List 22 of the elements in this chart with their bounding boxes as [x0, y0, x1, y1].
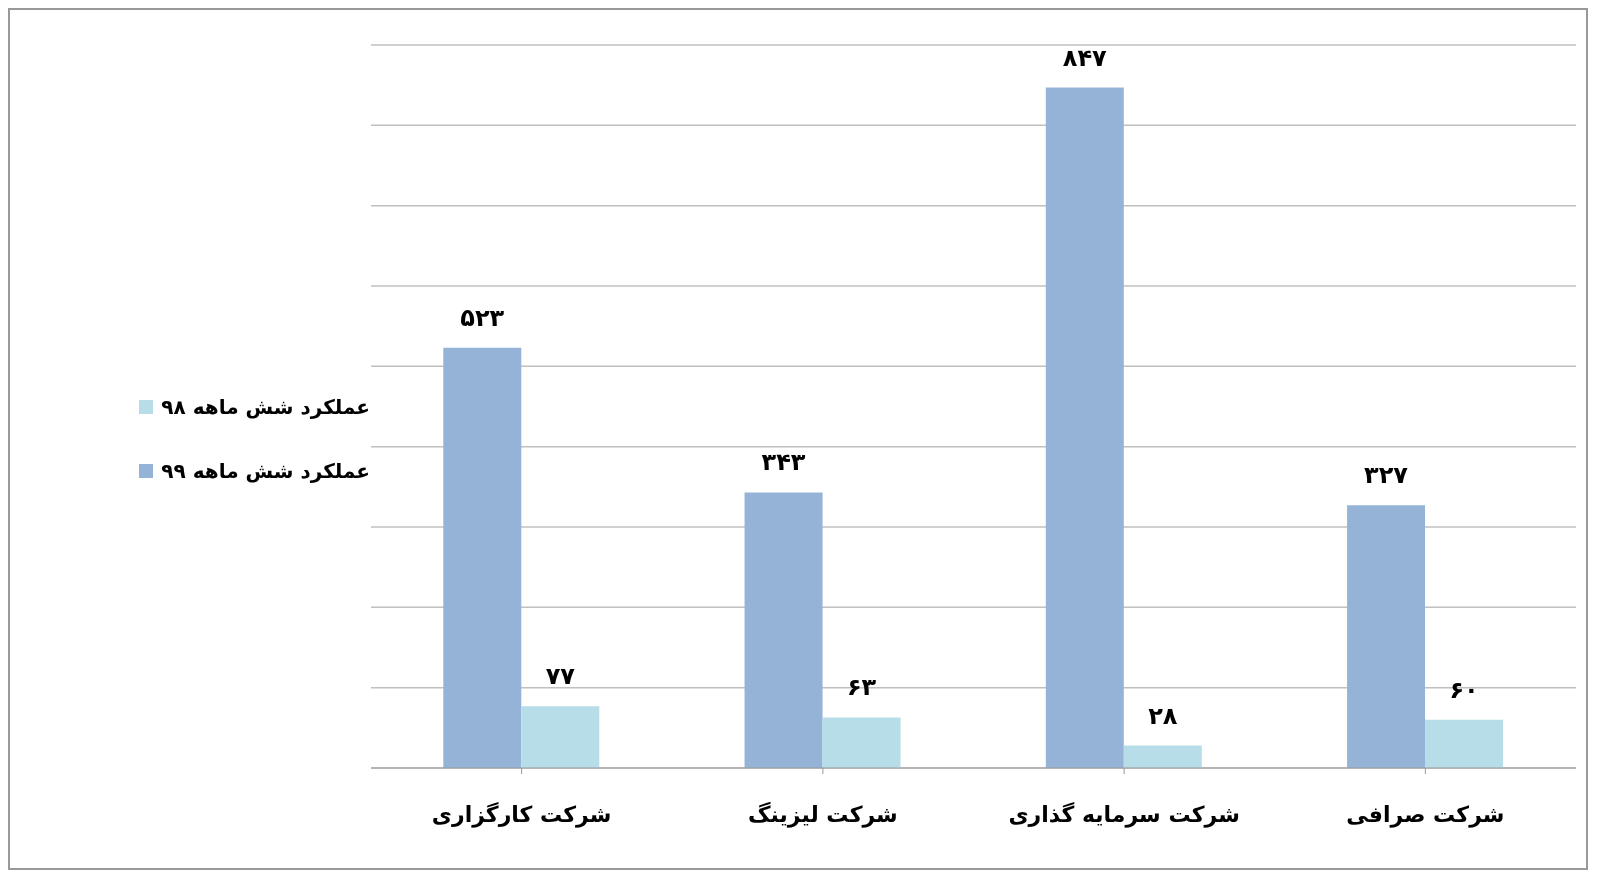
- bar: [1347, 505, 1426, 768]
- data-label: ۶۳: [846, 673, 877, 702]
- legend-label: عملکرد شش ماهه ۹۸: [161, 395, 370, 419]
- x-tick-label: شرکت صرافی: [1346, 801, 1505, 828]
- bar: [521, 706, 600, 768]
- bar: [744, 492, 823, 768]
- data-label: ۳۲۷: [1364, 461, 1409, 490]
- bar: [1045, 87, 1124, 768]
- data-label: ۶۰: [1449, 675, 1479, 704]
- data-label: ۷۷: [545, 662, 576, 691]
- data-label: ۳۴۳: [761, 448, 806, 477]
- x-tick-label: شرکت سرمایه گذاری: [1008, 800, 1240, 828]
- bar: [443, 347, 522, 768]
- legend-label: عملکرد شش ماهه ۹۹: [161, 459, 370, 483]
- x-tick-label: شرکت لیزینگ: [747, 800, 898, 828]
- bar: [1425, 719, 1504, 768]
- x-tick-label: شرکت کارگزاری: [431, 800, 612, 828]
- data-label: ۵۲۳: [460, 303, 505, 332]
- data-label: ۸۴۷: [1062, 43, 1108, 72]
- bar: [1123, 745, 1202, 768]
- data-label: ۲۸: [1148, 701, 1178, 730]
- bar: [822, 717, 901, 768]
